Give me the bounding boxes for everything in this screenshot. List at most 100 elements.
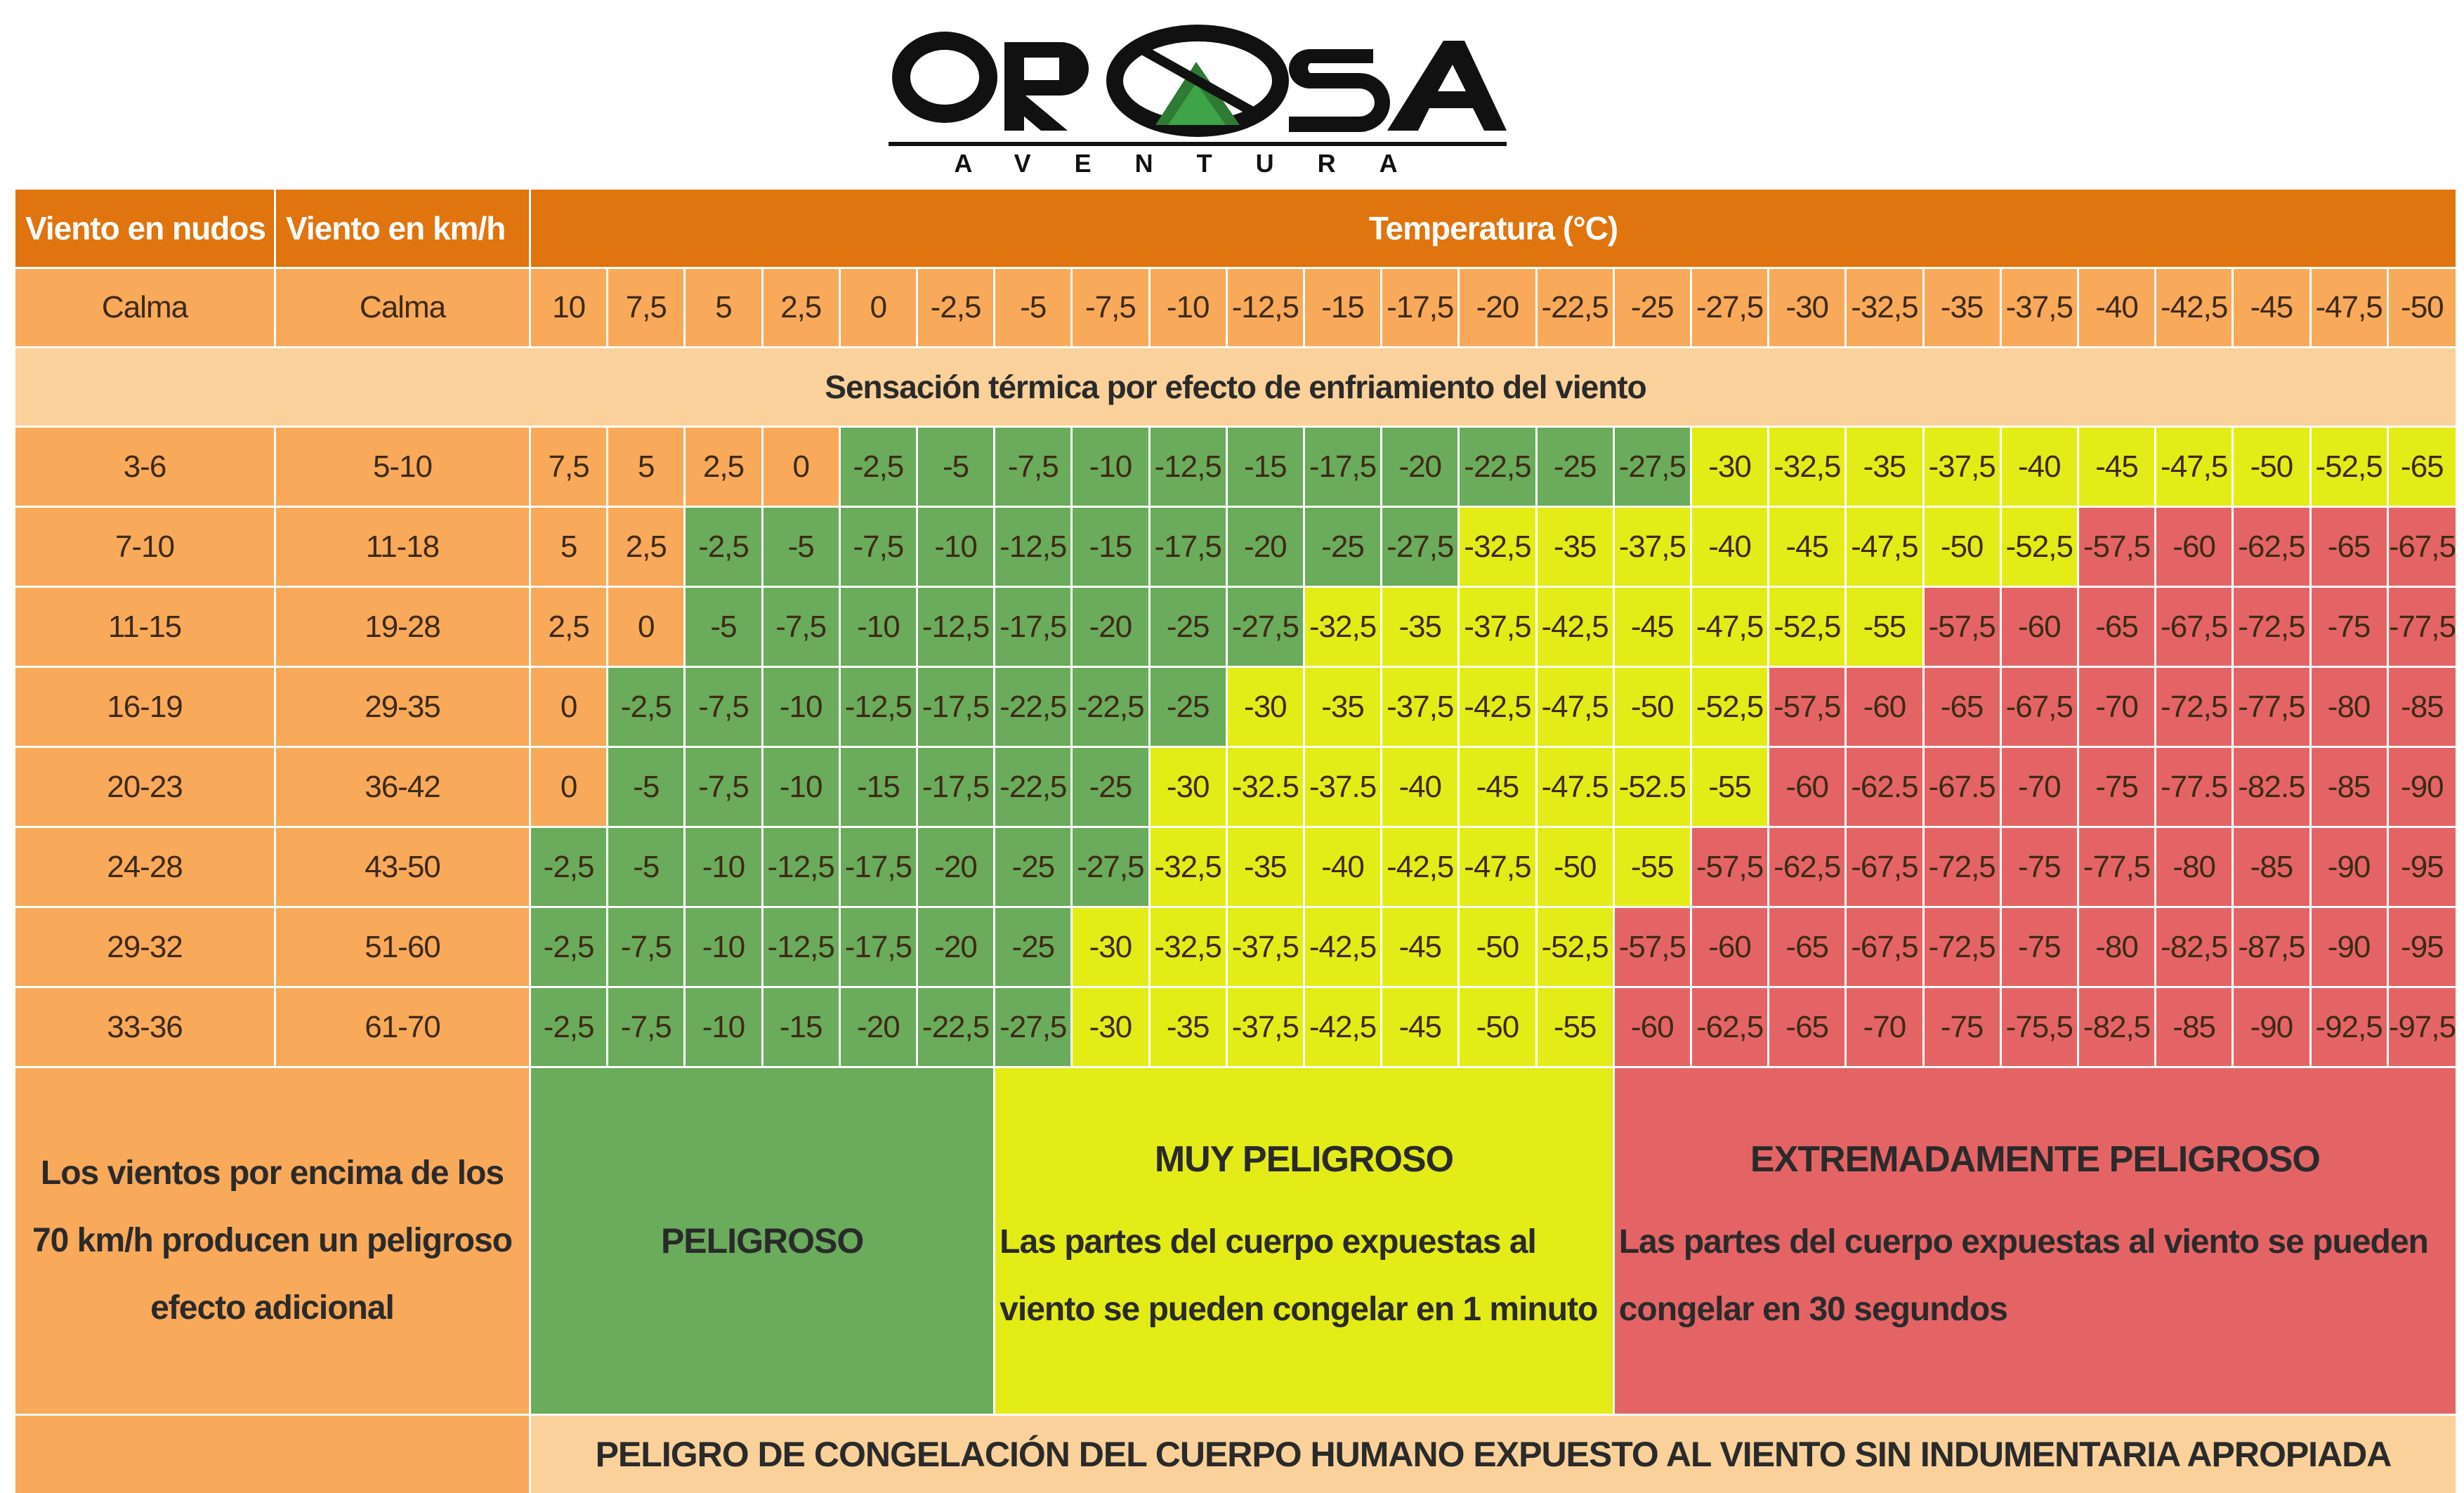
calm-temperature-cell: -37,5 (2001, 269, 2077, 346)
footer-warning: PELIGRO DE CONGELACIÓN DEL CUERPO HUMANO… (531, 1416, 2456, 1493)
wind-chill-cell: -10 (763, 668, 839, 746)
wind-chill-cell: -60 (1847, 668, 1922, 746)
wind-knots-label: 7-10 (15, 508, 274, 586)
wind-chill-cell: -25 (1304, 508, 1381, 586)
wind-chill-cell: -22,5 (995, 748, 1071, 826)
calm-temperature-cell: -5 (995, 269, 1071, 346)
wind-knots-label: 3-6 (15, 428, 274, 506)
wind-chill-cell: -82,5 (2156, 908, 2232, 986)
wind-chill-table: Viento en nudos Viento en km/h Temperatu… (15, 190, 2456, 1493)
legend-very-dangerous-title: MUY PELIGROSO (1154, 1139, 1454, 1180)
wind-chill-cell: -75,5 (2001, 988, 2077, 1066)
wind-chill-cell: -52,5 (1691, 668, 1768, 746)
wind-kmh-label: 36-42 (276, 748, 529, 826)
wind-chill-cell: -2,5 (686, 508, 761, 586)
wind-chill-cell: -50 (1614, 668, 1690, 746)
wind-chill-cell: -42,5 (1537, 588, 1613, 666)
wind-chill-cell: -2,5 (840, 428, 916, 506)
wind-chill-cell: -12,5 (840, 668, 916, 746)
wind-chill-cell: -57,5 (1769, 668, 1845, 746)
wind-chill-cell: -10 (686, 988, 761, 1066)
wind-chill-cell: -62,5 (1691, 988, 1768, 1066)
wind-chill-cell: -72,5 (2156, 668, 2232, 746)
header-knots: Viento en nudos (15, 190, 274, 267)
wind-chill-cell: -22,5 (917, 988, 994, 1066)
wind-chill-cell: -7,5 (608, 988, 684, 1066)
calm-temperature-cell: -12,5 (1227, 269, 1303, 346)
wind-chill-cell: -20 (917, 908, 994, 986)
wind-chill-cell: -50 (1460, 988, 1535, 1066)
wind-chill-cell: -47,5 (1537, 668, 1613, 746)
wind-chill-cell: -2,5 (531, 988, 607, 1066)
wind-chill-cell: -22,5 (1460, 428, 1535, 506)
calm-temperature-cell: -10 (1150, 269, 1226, 346)
calm-temperature-cell: -45 (2234, 269, 2309, 346)
wind-chill-cell: -50 (1460, 908, 1535, 986)
wind-chill-cell: -17,5 (1304, 428, 1381, 506)
calm-temperature-cell: 0 (840, 269, 916, 346)
wind-chill-cell: -5 (917, 428, 994, 506)
wind-chill-cell: -50 (1537, 828, 1613, 906)
wind-chill-cell: -65 (1769, 908, 1845, 986)
wind-chill-cell: -37.5 (1304, 748, 1381, 826)
wind-chill-cell: -35 (1150, 988, 1226, 1066)
wind-chill-cell: -60 (1614, 988, 1690, 1066)
wind-chill-cell: -37,5 (1460, 588, 1535, 666)
wind-chill-cell: -27,5 (1614, 428, 1690, 506)
wind-chill-cell: -20 (917, 828, 994, 906)
wind-chill-cell: -37,5 (1614, 508, 1690, 586)
wind-chill-cell: -75 (2078, 748, 2155, 826)
wind-chill-cell: -77.5 (2156, 748, 2232, 826)
wind-chill-cell: -50 (1924, 508, 2000, 586)
wind-chill-cell: 5 (608, 428, 684, 506)
calm-temperature-cell: -50 (2388, 269, 2456, 346)
logo-subtitle: AVENTURA (954, 149, 1441, 176)
wind-chill-cell: -27,5 (995, 988, 1071, 1066)
wind-chill-cell: -52,5 (1537, 908, 1613, 986)
wind-knots-label: 20-23 (15, 748, 274, 826)
wind-chill-cell: -35 (1227, 828, 1303, 906)
wind-chill-cell: -67,5 (1847, 908, 1922, 986)
wind-chill-cell: -92,5 (2311, 988, 2387, 1066)
wind-knots-label: 11-15 (15, 588, 274, 666)
wind-chill-cell: -25 (1150, 668, 1226, 746)
wind-chill-cell: -30 (1227, 668, 1303, 746)
wind-chill-cell: -57,5 (1614, 908, 1690, 986)
wind-chill-cell: -25 (1150, 588, 1226, 666)
wind-chill-cell: -77,5 (2078, 828, 2155, 906)
wind-chill-cell: -35 (1537, 508, 1613, 586)
wind-knots-label: 33-36 (15, 988, 274, 1066)
wind-knots-label: 16-19 (15, 668, 274, 746)
wind-chill-cell: 0 (531, 668, 607, 746)
wind-chill-cell: -32,5 (1460, 508, 1535, 586)
calm-temperature-cell: -42,5 (2156, 269, 2232, 346)
wind-chill-cell: -65 (2311, 508, 2387, 586)
wind-chill-cell: -45 (2078, 428, 2155, 506)
wind-chill-cell: -67,5 (2001, 668, 2077, 746)
wind-chill-cell: -37,5 (1382, 668, 1458, 746)
wind-chill-cell: -52,5 (2311, 428, 2387, 506)
wind-chill-cell: -55 (1537, 988, 1613, 1066)
wind-chill-cell: -85 (2388, 668, 2456, 746)
wind-chill-cell: -67,5 (2156, 588, 2232, 666)
wind-chill-cell: -30 (1150, 748, 1226, 826)
wind-chill-cell: -42,5 (1460, 668, 1535, 746)
legend-very-dangerous-desc: Las partes del cuerpo expuestas al vient… (1000, 1223, 1598, 1328)
wind-chill-cell: -47,5 (1460, 828, 1535, 906)
wind-chill-cell: -20 (1382, 428, 1458, 506)
wind-chill-cell: -7,5 (686, 748, 761, 826)
wind-chill-cell: -67,5 (2388, 508, 2456, 586)
wind-chill-cell: -65 (2388, 428, 2456, 506)
wind-chill-cell: -32.5 (1227, 748, 1303, 826)
legend-dangerous: PELIGROSO (531, 1068, 994, 1414)
wind-chill-cell: -65 (1924, 668, 2000, 746)
wind-chill-cell: -70 (2078, 668, 2155, 746)
wind-chill-cell: 2,5 (686, 428, 761, 506)
wind-chill-cell: -15 (840, 748, 916, 826)
wind-chill-cell: -55 (1847, 588, 1922, 666)
wind-chill-cell: -62,5 (1769, 828, 1845, 906)
wind-chill-cell: -77,5 (2234, 668, 2309, 746)
wind-chill-cell: -32,5 (1150, 908, 1226, 986)
wind-chill-cell: -60 (1769, 748, 1845, 826)
wind-chill-cell: -5 (608, 748, 684, 826)
